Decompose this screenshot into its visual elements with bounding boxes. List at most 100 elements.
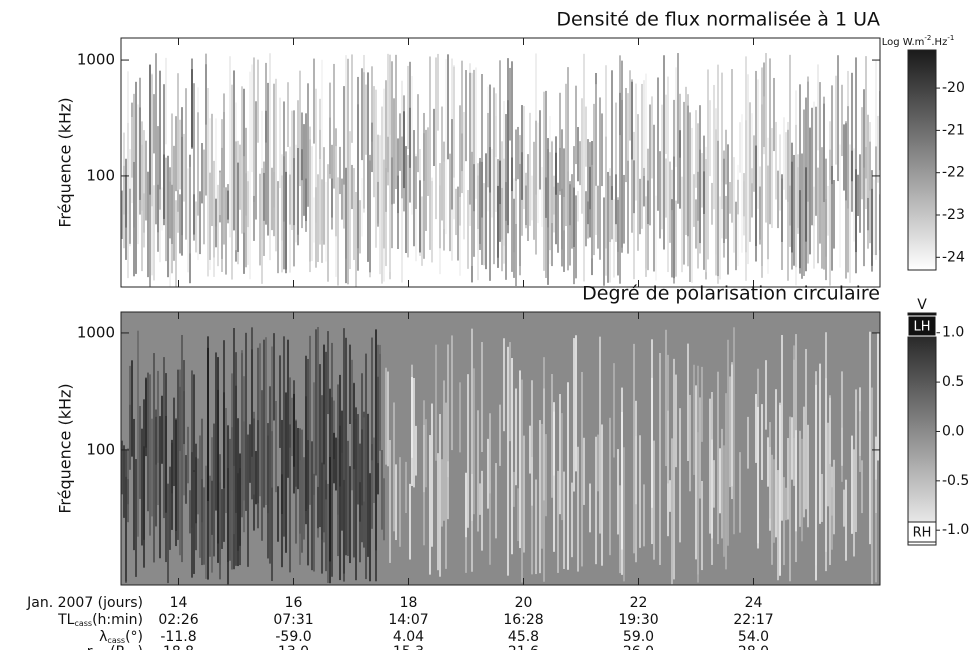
spectrogram-streak — [247, 434, 249, 567]
spectrogram-streak — [351, 164, 353, 210]
spectrogram-streak — [387, 371, 389, 467]
spectrogram-streak — [487, 86, 489, 212]
spectrogram-streak — [705, 146, 707, 273]
spectrogram-streak — [589, 142, 591, 210]
spectrogram-streak — [481, 74, 483, 265]
text-part: ) — [138, 644, 143, 650]
spectrogram-streak — [471, 328, 473, 572]
spectrogram-streak — [509, 342, 511, 442]
spectrogram-streak — [239, 468, 241, 566]
spectrogram-streak — [269, 53, 271, 261]
spectrogram-streak — [201, 143, 203, 204]
spectrogram-streak — [819, 82, 821, 244]
spectrogram-streak — [665, 329, 667, 467]
spectrogram-streak — [293, 158, 295, 267]
spectrogram-streak — [861, 460, 863, 514]
spectrogram-streak — [617, 449, 619, 535]
spectrogram-streak — [591, 164, 593, 259]
x-tick-label: 16 — [285, 595, 303, 611]
text-part: cass — [107, 636, 125, 645]
spectrogram-streak — [687, 343, 689, 461]
spectrogram-streak — [287, 339, 289, 478]
spectrogram-streak — [281, 419, 283, 568]
y-tick-label: 1000 — [77, 51, 115, 69]
spectrogram-streak — [759, 186, 761, 245]
spectrogram-streak — [245, 127, 247, 268]
ephemeris-cell: 18.8 — [163, 644, 194, 650]
spectrogram-streak — [363, 417, 365, 502]
spectrogram-streak — [349, 466, 351, 564]
spectrogram-streak — [681, 176, 683, 273]
spectrogram-streak — [713, 460, 715, 508]
spectrogram-streak — [789, 416, 791, 582]
spectrogram-streak — [449, 153, 451, 252]
spectrogram-streak — [321, 179, 323, 263]
spectrogram-streak — [137, 330, 139, 537]
spectrogram-streak — [523, 106, 525, 210]
spectrogram-streak — [583, 437, 585, 505]
spectrogram-streak — [553, 402, 555, 552]
spectrogram-streak — [215, 352, 217, 511]
spectrogram-streak — [531, 380, 533, 506]
spectrogram-streak — [769, 422, 771, 519]
spectrogram-streak — [343, 86, 345, 185]
spectrogram-streak — [151, 73, 153, 276]
spectrogram-streak — [561, 413, 563, 521]
spectrogram-streak — [367, 413, 369, 557]
spectrogram-streak — [783, 477, 785, 566]
spectrogram-streak — [197, 458, 199, 515]
spectrogram-streak — [155, 53, 157, 225]
x-tick-label: 20 — [515, 595, 533, 611]
spectrogram-streak — [739, 122, 741, 173]
spectrogram-streak — [693, 364, 695, 475]
spectrogram-streak — [319, 364, 321, 528]
spectrogram-streak — [359, 443, 361, 522]
spectrogram-streak — [333, 432, 335, 484]
spectrogram-streak — [303, 457, 305, 540]
spectrogram-streak — [261, 390, 263, 541]
spectrogram-streak — [853, 148, 855, 242]
spectrogram-streak — [605, 65, 607, 276]
spectrogram-streak — [339, 146, 341, 195]
spectrogram-streak — [625, 87, 627, 183]
spectrogram-streak — [199, 435, 201, 558]
spectrogram-streak — [603, 197, 605, 286]
spectrogram-streak — [465, 70, 467, 162]
spectrogram-streak — [347, 58, 349, 285]
spectrogram-streak — [613, 363, 615, 458]
spectrogram-streak — [249, 71, 251, 280]
text-part: (h:min) — [92, 612, 143, 628]
spectrogram-streak — [809, 127, 811, 255]
spectrogram-streak — [351, 359, 353, 491]
spectrogram-streak — [735, 201, 737, 271]
spectrogram-streak — [799, 84, 801, 274]
spectrogram-streak — [665, 158, 667, 218]
spectrogram-streak — [147, 171, 149, 278]
spectrogram-streak — [659, 151, 661, 239]
spectrogram-streak — [683, 101, 685, 265]
spectrogram-streak — [283, 336, 285, 537]
spectrogram-streak — [209, 172, 211, 260]
spectrogram-streak — [787, 438, 789, 520]
spectrogram-streak — [409, 483, 411, 560]
spectrogram-streak — [249, 424, 251, 483]
spectrogram-streak — [351, 54, 353, 143]
spectrogram-streak — [153, 94, 155, 154]
text-part: λ — [99, 629, 107, 645]
spectrogram-streak — [529, 425, 531, 474]
spectrogram-streak — [125, 158, 127, 260]
spectrogram-streak — [429, 56, 431, 250]
spectrogram-streak — [317, 486, 319, 529]
spectrogram-streak — [143, 130, 145, 233]
spectrogram-streak — [137, 104, 139, 245]
spectrogram-streak — [559, 394, 561, 515]
spectrogram-streak — [777, 470, 779, 581]
spectrogram-streak — [395, 54, 397, 190]
spectrogram-streak — [123, 445, 125, 518]
spectrogram-streak — [431, 403, 433, 547]
spectrogram-streak — [595, 436, 597, 565]
spectrogram-streak — [689, 112, 691, 282]
spectrogram-streak — [767, 437, 769, 487]
spectrogram-streak — [429, 435, 431, 575]
